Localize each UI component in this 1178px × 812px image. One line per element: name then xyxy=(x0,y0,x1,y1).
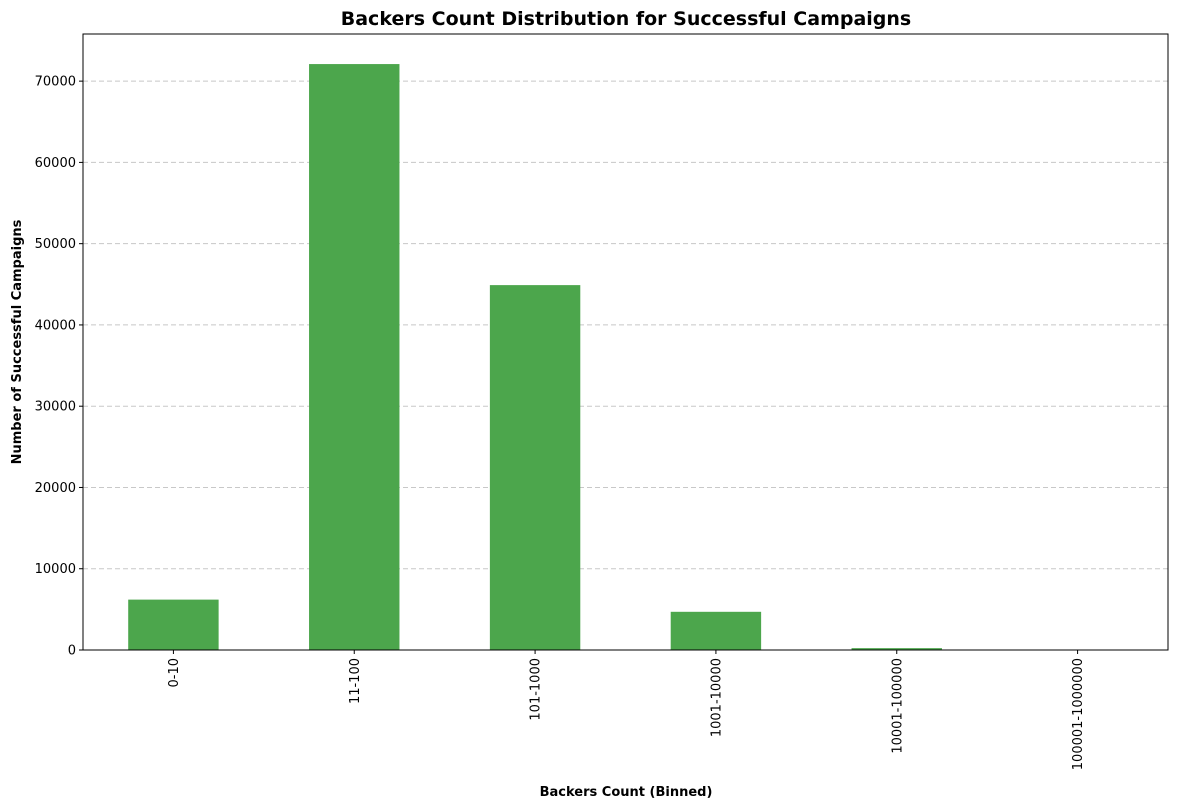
x-axis-ticks: 0-10 11-100 101-1000 1001-10000 10001-100000… xyxy=(167,650,1086,770)
y-tick-label: 30000 xyxy=(35,400,76,415)
y-tick-label: 60000 xyxy=(35,156,76,171)
x-tick-label: 11-100 xyxy=(348,658,363,704)
x-tick-label: 100001-1000000 xyxy=(1071,658,1086,770)
y-axis-label: Number of Successful Campaigns xyxy=(10,219,25,464)
bar xyxy=(309,64,399,650)
y-tick-label: 20000 xyxy=(35,481,76,496)
bar xyxy=(490,285,580,650)
chart-title: Backers Count Distribution for Successfu… xyxy=(341,8,912,30)
x-axis-label: Backers Count (Binned) xyxy=(540,785,713,800)
bar xyxy=(671,612,761,650)
x-tick-label: 10001-100000 xyxy=(890,658,905,754)
y-tick-label: 70000 xyxy=(35,75,76,90)
bar xyxy=(128,600,218,650)
x-tick-label: 0-10 xyxy=(167,658,182,688)
grid-lines xyxy=(83,81,1168,650)
y-tick-label: 0 xyxy=(68,644,76,659)
y-axis-ticks: 0 10000 20000 30000 40000 50000 60000 70000 xyxy=(35,75,83,659)
y-tick-label: 40000 xyxy=(35,318,76,333)
bars xyxy=(128,64,1123,650)
y-tick-label: 10000 xyxy=(35,562,76,577)
y-tick-label: 50000 xyxy=(35,237,76,252)
plot-frame xyxy=(83,34,1168,650)
x-tick-label: 101-1000 xyxy=(529,658,544,721)
x-tick-label: 1001-10000 xyxy=(709,658,724,737)
